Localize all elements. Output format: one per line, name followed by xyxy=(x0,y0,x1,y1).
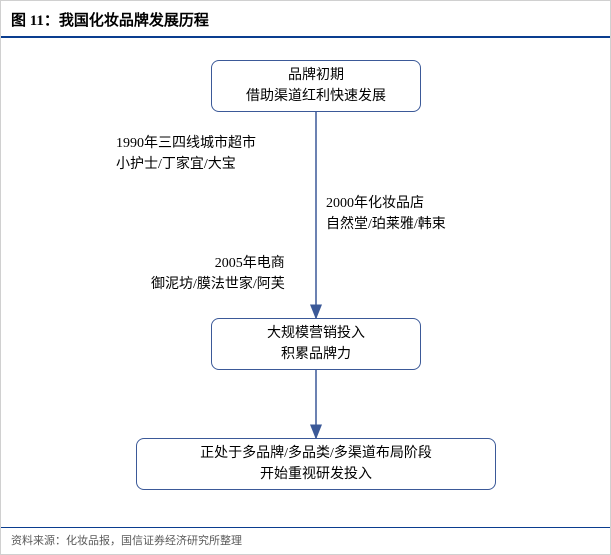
figure-container: 图 11：我国化妆品牌发展历程 品牌初期借助渠道红利快速发展大规模营销投入积累品… xyxy=(0,0,611,555)
edge-label-l1: 1990年三四线城市超市小护士/丁家宜/大宝 xyxy=(116,133,256,175)
edge-label-l2: 2000年化妆品店自然堂/珀莱雅/韩束 xyxy=(326,193,446,235)
edge-label-line: 小护士/丁家宜/大宝 xyxy=(116,154,256,175)
node-text-line: 大规模营销投入 xyxy=(267,323,365,344)
node-text-line: 品牌初期 xyxy=(288,65,344,86)
node-text-line: 积累品牌力 xyxy=(281,344,351,365)
flowchart-diagram: 品牌初期借助渠道红利快速发展大规模营销投入积累品牌力正处于多品牌/多品类/多渠道… xyxy=(1,38,610,508)
edge-label-line: 2000年化妆品店 xyxy=(326,193,446,214)
node-text-line: 开始重视研发投入 xyxy=(260,464,372,485)
flow-node-n3: 正处于多品牌/多品类/多渠道布局阶段开始重视研发投入 xyxy=(136,438,496,490)
node-text-line: 正处于多品牌/多品类/多渠道布局阶段 xyxy=(200,443,432,464)
edge-label-line: 御泥坊/膜法世家/阿芙 xyxy=(151,274,285,295)
edge-label-line: 自然堂/珀莱雅/韩束 xyxy=(326,214,446,235)
node-text-line: 借助渠道红利快速发展 xyxy=(246,86,386,107)
source-note: 资料来源：化妆品报，国信证券经济研究所整理 xyxy=(1,527,610,554)
flow-node-n2: 大规模营销投入积累品牌力 xyxy=(211,318,421,370)
edge-label-l3: 2005年电商御泥坊/膜法世家/阿芙 xyxy=(151,253,285,295)
edge-label-line: 1990年三四线城市超市 xyxy=(116,133,256,154)
edge-label-line: 2005年电商 xyxy=(151,253,285,274)
figure-title: 图 11：我国化妆品牌发展历程 xyxy=(1,1,610,36)
flow-node-n1: 品牌初期借助渠道红利快速发展 xyxy=(211,60,421,112)
